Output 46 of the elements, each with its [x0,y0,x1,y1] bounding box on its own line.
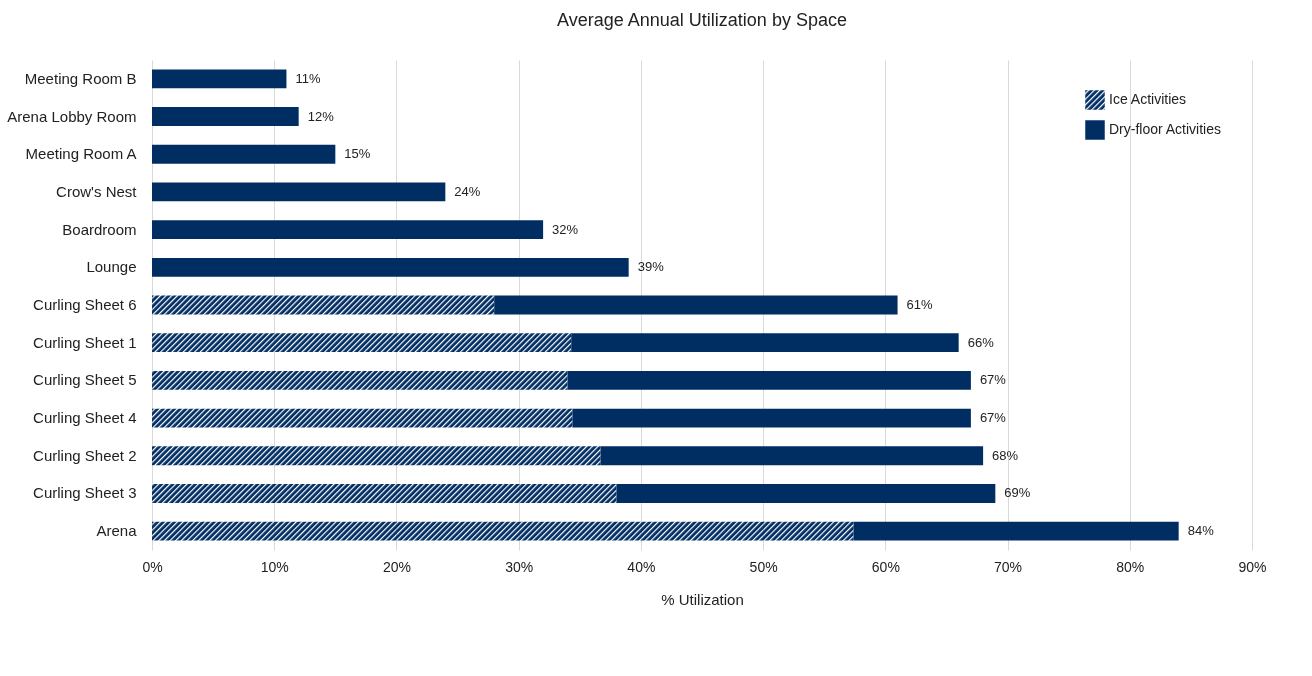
bar [152,69,287,89]
x-tick-label: 70% [994,558,1023,575]
x-tick-label: 90% [1238,558,1267,575]
total-label: 66% [967,334,995,350]
total-label: 67% [979,410,1007,426]
bar [152,257,629,277]
y-tick-label: Curling Sheet 1 [33,333,137,351]
legend-label: Dry-floor Activities [1109,121,1222,137]
x-tick-label: 30% [505,558,534,575]
y-tick-label: Meeting Room A [25,145,137,163]
bar [152,144,336,164]
y-tick-label: Curling Sheet 2 [33,446,137,464]
y-tick-label: Curling Sheet 6 [33,296,137,313]
total-label: 24% [454,183,481,199]
total-label: 61% [906,297,934,312]
y-tick-label: Meeting Room B [24,69,137,87]
total-label: 12% [307,108,335,124]
x-tick-label: 20% [382,558,411,575]
chart-title: Average Annual Utilization by Space [557,10,847,30]
x-tick-label: 50% [749,558,778,575]
y-tick-label: Crow's Nest [56,182,138,200]
total-label: 15% [344,146,371,162]
y-tick-label: Curling Sheet 3 [33,484,137,502]
x-tick-label: 10% [260,558,289,575]
total-label: 84% [1187,523,1215,539]
y-tick-label: Curling Sheet 4 [33,409,137,427]
y-tick-label: Boardroom [62,220,137,238]
total-label: 32% [552,221,579,237]
x-tick-label: 0% [142,558,163,575]
y-tick-label: Arena [96,522,138,540]
x-tick-label: 80% [1116,558,1145,575]
x-tick-label: 40% [627,558,656,575]
y-tick-label: Arena Lobby Room [7,107,137,125]
bar [152,182,446,202]
bar [152,220,544,240]
x-tick-label: 60% [871,558,900,575]
legend-label: Ice Activities [1109,91,1187,107]
total-label: 69% [1004,485,1031,501]
y-tick-label: Lounge [86,258,137,276]
x-axis-title: % Utilization [661,590,744,608]
total-label: 11% [295,70,321,86]
total-label: 39% [637,259,665,275]
total-label: 68% [992,447,1019,463]
total-label: 67% [979,372,1007,388]
bar [152,107,299,126]
y-tick-label: Curling Sheet 5 [33,371,137,389]
